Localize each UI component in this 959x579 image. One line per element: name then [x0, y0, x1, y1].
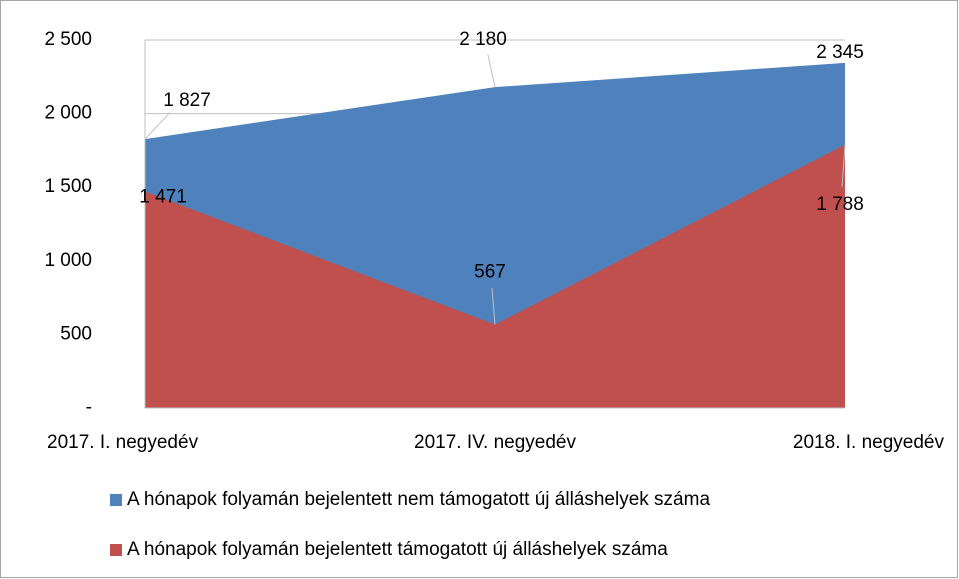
data-label: 567 — [474, 262, 506, 283]
leader-line — [487, 54, 496, 88]
legend-swatch — [110, 494, 122, 506]
y-tick-label: 2 500 — [44, 29, 92, 50]
leader-line — [841, 144, 846, 187]
leader-line — [491, 288, 496, 325]
legend-swatch — [110, 544, 122, 556]
x-tick-label: 2017. IV. negyedév — [414, 432, 576, 453]
y-tick-label: 1 000 — [44, 250, 92, 271]
data-label: 2 180 — [459, 29, 507, 50]
area — [145, 144, 845, 408]
legend-label: A hónapok folyamán bejelentett nem támog… — [127, 489, 710, 510]
y-tick-label: 2 000 — [44, 103, 92, 124]
y-tick-label: - — [86, 397, 92, 418]
x-tick-label: 2017. I. negyedév — [47, 432, 199, 453]
leader-line — [144, 112, 171, 140]
y-tick-label: 1 500 — [44, 176, 92, 197]
x-tick-label: 2018. I. negyedév — [793, 432, 945, 453]
legend-label: A hónapok folyamán bejelentett támogatot… — [127, 539, 668, 560]
data-label: 2 345 — [816, 42, 864, 63]
y-tick-label: 500 — [60, 323, 92, 344]
data-label: 1 827 — [163, 90, 211, 111]
data-label: 1 471 — [139, 186, 187, 207]
data-label: 1 788 — [816, 194, 864, 215]
